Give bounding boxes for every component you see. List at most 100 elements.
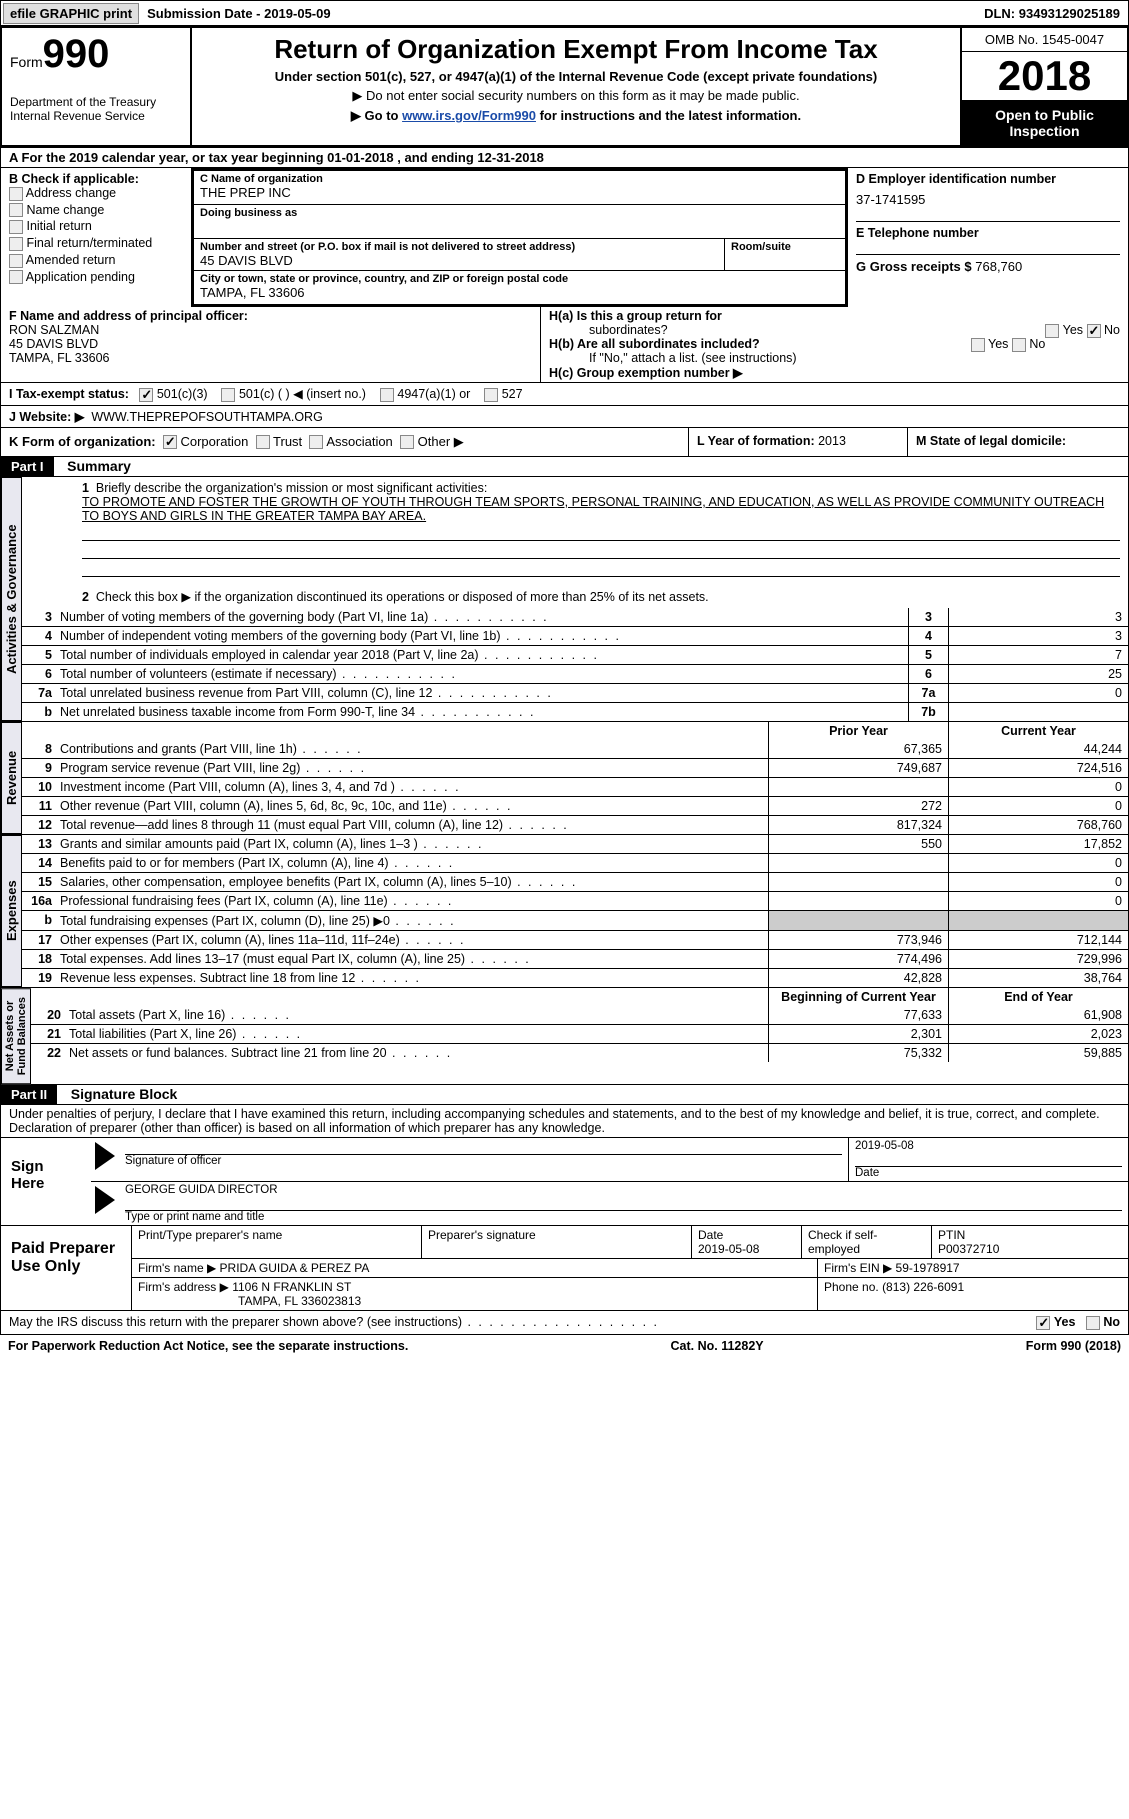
cat-no: Cat. No. 11282Y <box>671 1339 764 1353</box>
h-b-no[interactable] <box>1012 338 1026 352</box>
arrow-icon <box>95 1142 115 1170</box>
section-b: B Check if applicable: Address change Na… <box>1 168 191 307</box>
firm-ein: 59-1978917 <box>896 1261 960 1275</box>
section-f: F Name and address of principal officer:… <box>1 307 541 382</box>
h-a-yes[interactable] <box>1045 324 1059 338</box>
summary-row: 7aTotal unrelated business revenue from … <box>22 683 1128 702</box>
section-m: M State of legal domicile: <box>908 428 1128 456</box>
firm-name: PRIDA GUIDA & PEREZ PA <box>220 1261 370 1275</box>
chk-trust[interactable] <box>256 435 270 449</box>
chk-name-change[interactable]: Name change <box>9 203 183 218</box>
chk-amended-return[interactable]: Amended return <box>9 253 183 268</box>
section-d-e-g: D Employer identification number 37-1741… <box>848 168 1128 307</box>
section-k: K Form of organization: Corporation Trus… <box>1 428 688 456</box>
summary-row: 15Salaries, other compensation, employee… <box>22 872 1128 891</box>
signature-block: Sign Here Signature of officer 2019-05-0… <box>0 1137 1129 1226</box>
arrow-icon <box>95 1186 115 1214</box>
summary-row: 19Revenue less expenses. Subtract line 1… <box>22 968 1128 987</box>
paid-preparer-label: Paid Preparer Use Only <box>1 1226 131 1310</box>
footer: For Paperwork Reduction Act Notice, see … <box>0 1335 1129 1357</box>
summary-row: 3Number of voting members of the governi… <box>22 608 1128 626</box>
summary-row: 4Number of independent voting members of… <box>22 626 1128 645</box>
row-klm: K Form of organization: Corporation Trus… <box>0 428 1129 457</box>
tab-revenue: Revenue <box>1 722 22 834</box>
summary-activities-governance: Activities & Governance 1 Briefly descri… <box>0 477 1129 722</box>
sections-b-through-g: B Check if applicable: Address change Na… <box>0 168 1129 307</box>
ssn-warning: ▶ Do not enter social security numbers o… <box>202 88 950 104</box>
chk-initial-return[interactable]: Initial return <box>9 219 183 234</box>
section-h: H(a) Is this a group return for subordin… <box>541 307 1128 382</box>
summary-row: 13Grants and similar amounts paid (Part … <box>22 835 1128 853</box>
chk-4947[interactable] <box>380 388 394 402</box>
discuss-yes[interactable] <box>1036 1316 1050 1330</box>
website-url: WWW.THEPREPOFSOUTHTAMPA.ORG <box>91 410 322 424</box>
col-begin-year: Beginning of Current Year <box>768 988 948 1006</box>
submission-date: Submission Date - 2019-05-09 <box>141 6 337 21</box>
org-street: 45 DAVIS BLVD <box>200 253 718 268</box>
chk-application-pending[interactable]: Application pending <box>9 270 183 285</box>
tab-net-assets: Net Assets or Fund Balances <box>1 988 31 1084</box>
telephone-label: E Telephone number <box>856 226 1120 240</box>
section-c: C Name of organization THE PREP INC Doin… <box>191 168 848 307</box>
summary-row: 9Program service revenue (Part VIII, lin… <box>22 758 1128 777</box>
tab-activities-governance: Activities & Governance <box>1 477 22 721</box>
summary-row: bNet unrelated business taxable income f… <box>22 702 1128 721</box>
chk-address-change[interactable]: Address change <box>9 186 183 201</box>
summary-row: 5Total number of individuals employed in… <box>22 645 1128 664</box>
summary-row: 8Contributions and grants (Part VIII, li… <box>22 740 1128 758</box>
header-center: Return of Organization Exempt From Incom… <box>192 28 962 145</box>
chk-corporation[interactable] <box>163 435 177 449</box>
header-right: OMB No. 1545-0047 2018 Open to Public In… <box>962 28 1127 145</box>
summary-row: 18Total expenses. Add lines 13–17 (must … <box>22 949 1128 968</box>
h-a-no[interactable] <box>1087 324 1101 338</box>
form-footer: Form 990 (2018) <box>1026 1339 1121 1353</box>
col-current-year: Current Year <box>948 722 1128 740</box>
efile-print-button[interactable]: efile GRAPHIC print <box>3 3 139 24</box>
summary-row: 10Investment income (Part VIII, column (… <box>22 777 1128 796</box>
summary-row: 17Other expenses (Part IX, column (A), l… <box>22 930 1128 949</box>
form-title: Return of Organization Exempt From Incom… <box>202 34 950 65</box>
irs-discuss-row: May the IRS discuss this return with the… <box>0 1311 1129 1335</box>
summary-revenue: Revenue Prior Year Current Year 8Contrib… <box>0 722 1129 835</box>
omb-number: OMB No. 1545-0047 <box>962 28 1127 52</box>
summary-row: 12Total revenue—add lines 8 through 11 (… <box>22 815 1128 834</box>
signature-intro: Under penalties of perjury, I declare th… <box>0 1105 1129 1137</box>
dln: DLN: 93493129025189 <box>984 6 1128 21</box>
summary-net-assets: Net Assets or Fund Balances Beginning of… <box>0 988 1129 1085</box>
row-j-website: J Website: ▶ WWW.THEPREPOFSOUTHTAMPA.ORG <box>0 406 1129 428</box>
org-city: TAMPA, FL 33606 <box>200 285 839 300</box>
firm-phone: (813) 226-6091 <box>882 1280 964 1294</box>
chk-association[interactable] <box>309 435 323 449</box>
top-bar: efile GRAPHIC print Submission Date - 20… <box>0 0 1129 26</box>
paid-preparer-block: Paid Preparer Use Only Print/Type prepar… <box>0 1226 1129 1311</box>
sign-here-label: Sign Here <box>1 1138 91 1225</box>
chk-501c3[interactable] <box>139 388 153 402</box>
org-name: THE PREP INC <box>200 185 839 200</box>
part-2-header: Part II Signature Block <box>0 1085 1129 1105</box>
chk-527[interactable] <box>484 388 498 402</box>
tab-expenses: Expenses <box>1 835 22 987</box>
officer-signature-name: GEORGE GUIDA DIRECTOR <box>125 1184 278 1196</box>
summary-row: 20Total assets (Part X, line 16)77,63361… <box>31 1006 1128 1024</box>
ein: 37-1741595 <box>856 186 1120 207</box>
col-end-year: End of Year <box>948 988 1128 1006</box>
chk-final-return[interactable]: Final return/terminated <box>9 236 183 251</box>
summary-row: 16aProfessional fundraising fees (Part I… <box>22 891 1128 910</box>
h-b-yes[interactable] <box>971 338 985 352</box>
instructions-link-row: ▶ Go to www.irs.gov/Form990 for instruct… <box>202 108 950 124</box>
gross-receipts: 768,760 <box>975 259 1022 274</box>
summary-row: 22Net assets or fund balances. Subtract … <box>31 1043 1128 1062</box>
open-public-badge: Open to Public Inspection <box>962 101 1127 145</box>
summary-row: bTotal fundraising expenses (Part IX, co… <box>22 910 1128 930</box>
form-id-box: Form990 Department of the Treasury Inter… <box>2 28 192 145</box>
chk-501c[interactable] <box>221 388 235 402</box>
form990-link[interactable]: www.irs.gov/Form990 <box>402 108 536 123</box>
chk-other[interactable] <box>400 435 414 449</box>
summary-row: 6Total number of volunteers (estimate if… <box>22 664 1128 683</box>
form-header: Form990 Department of the Treasury Inter… <box>0 26 1129 147</box>
section-a-tax-year: A For the 2019 calendar year, or tax yea… <box>0 147 1129 168</box>
dept-treasury: Department of the Treasury Internal Reve… <box>10 95 182 123</box>
summary-row: 11Other revenue (Part VIII, column (A), … <box>22 796 1128 815</box>
discuss-no[interactable] <box>1086 1316 1100 1330</box>
col-prior-year: Prior Year <box>768 722 948 740</box>
